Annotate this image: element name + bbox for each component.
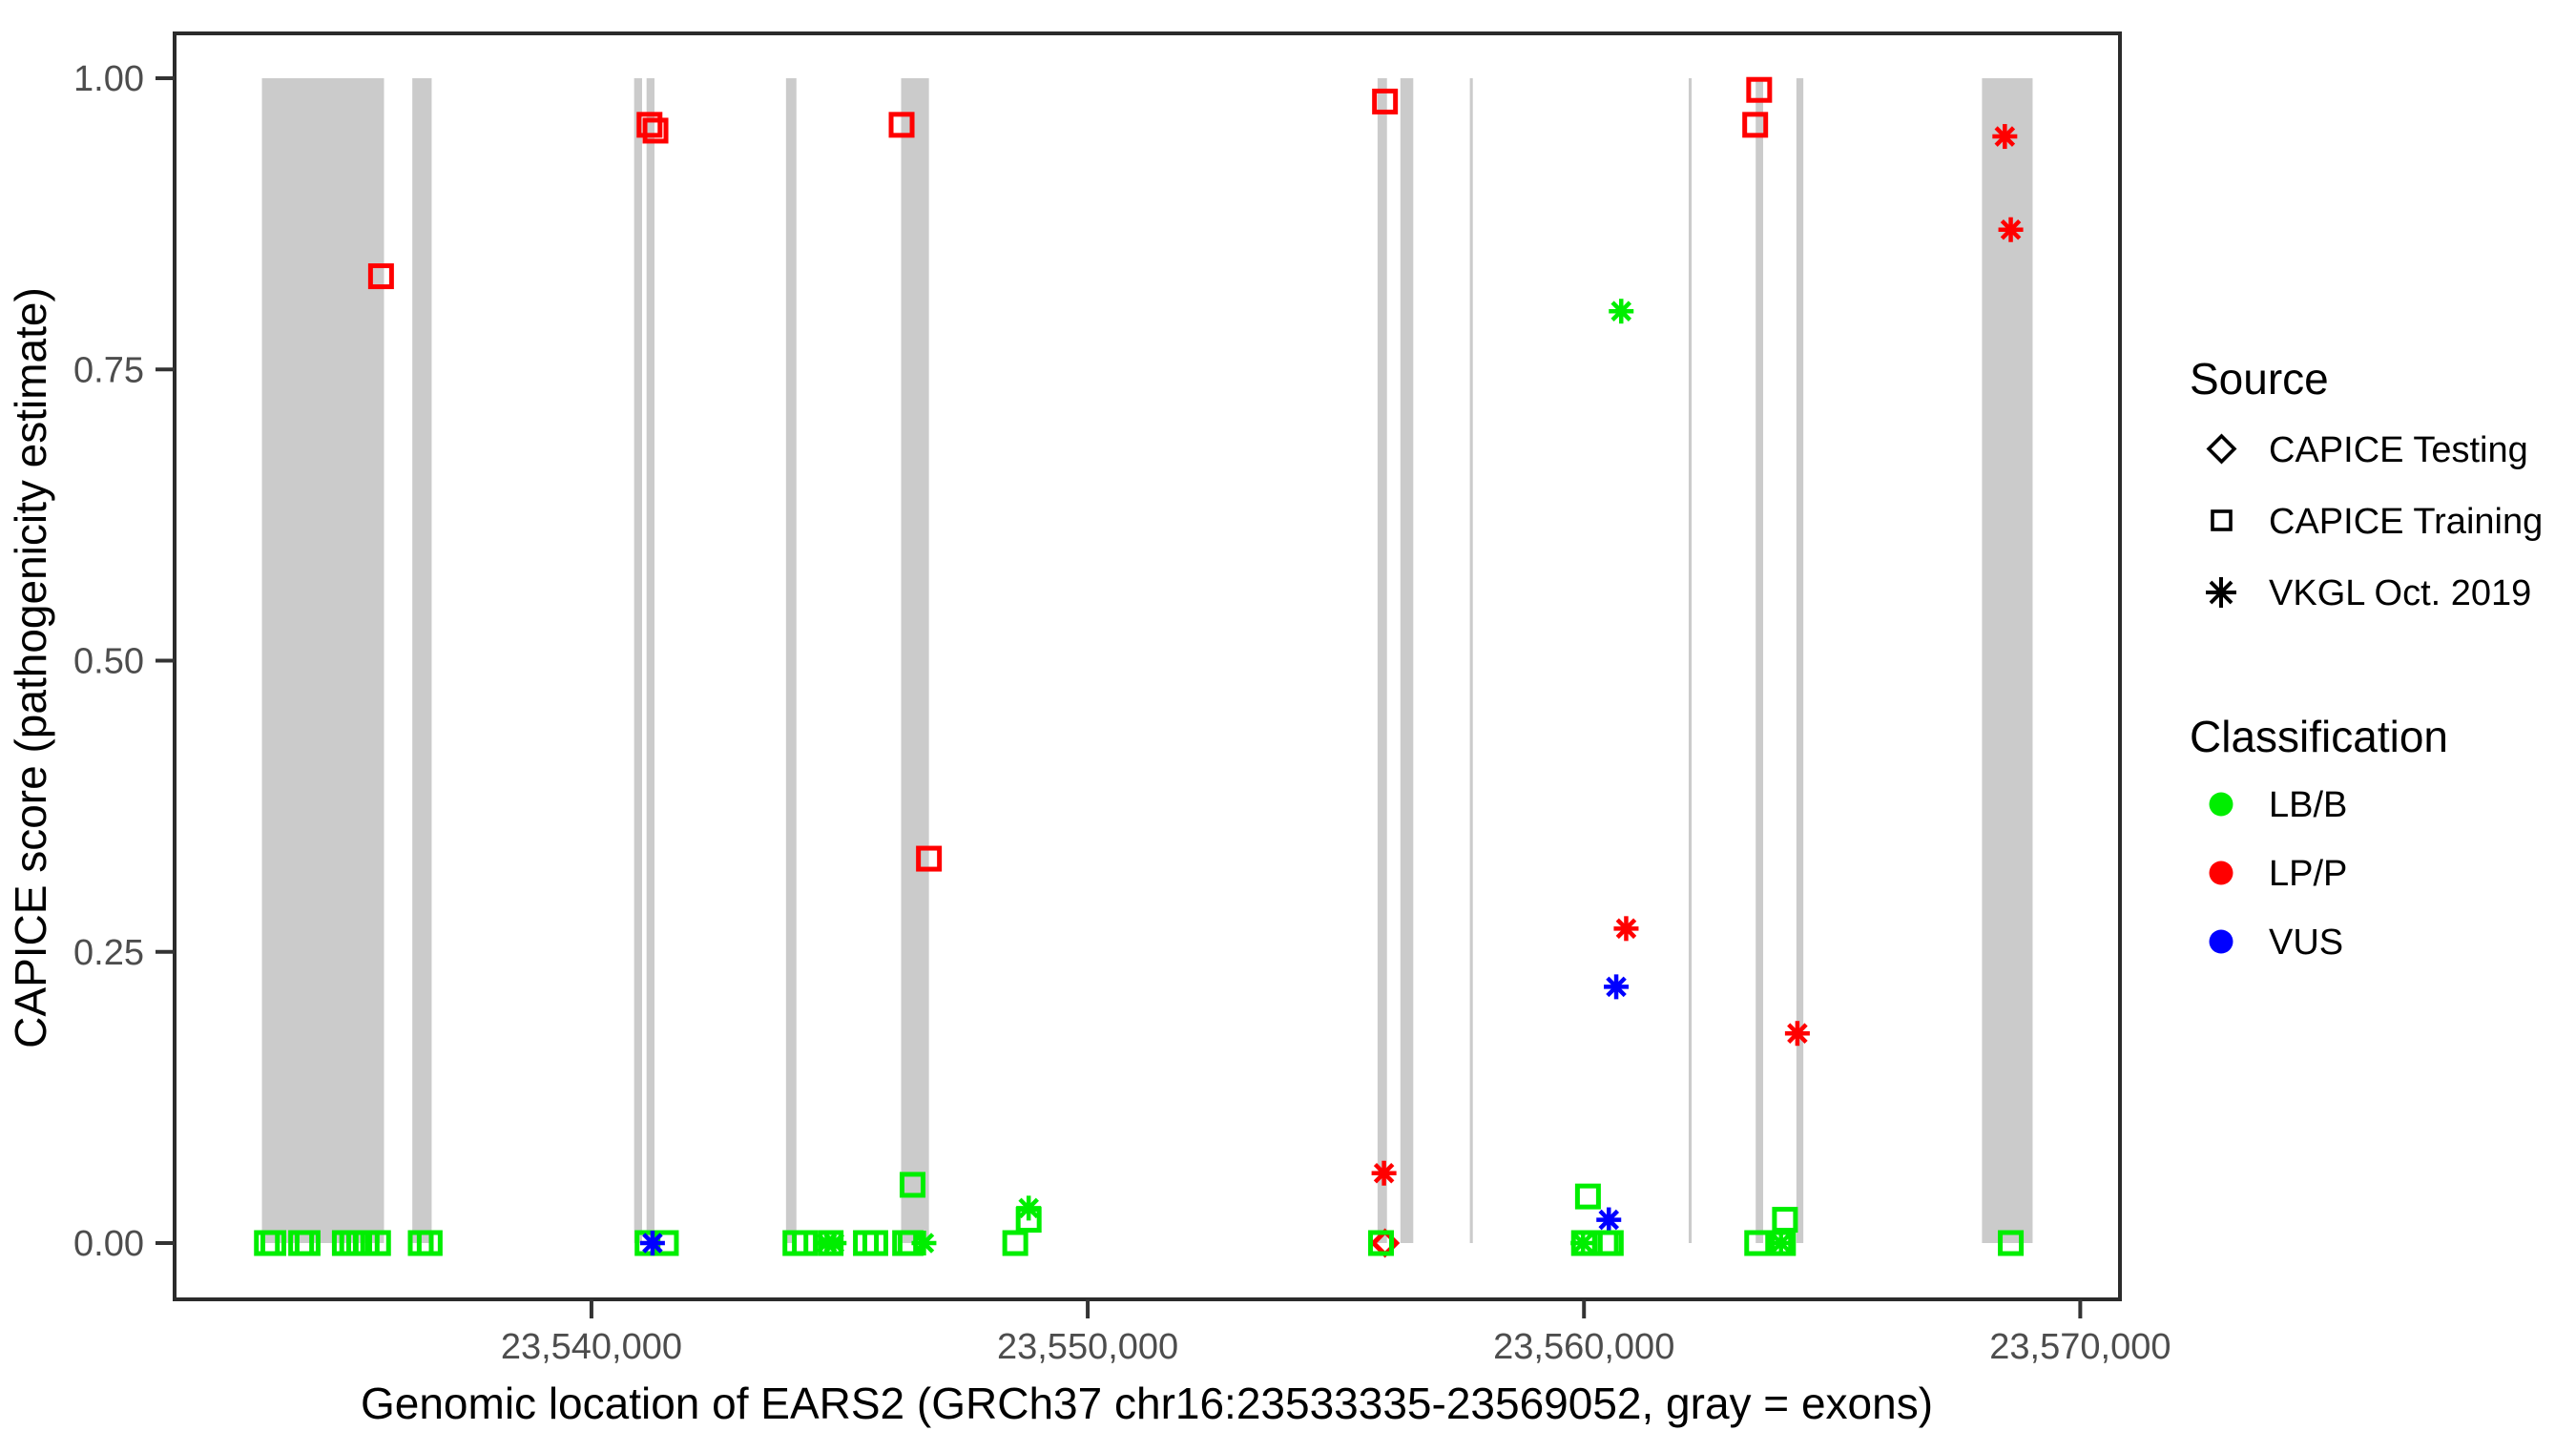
legend-classification: Classification LB/B LP/P VUS [2190,712,2448,963]
axis-ticks-layer: 23,540,000 23,550,000 23,560,000 23,570,000… [73,59,2171,1367]
data-point-square [1742,112,1769,138]
legend-item-lpp: LP/P [2269,854,2347,894]
data-point-asterisk [1768,1231,1794,1255]
y-tick-label: 0.25 [73,933,144,973]
data-point-asterisk [1992,124,2018,150]
data-point-square [636,112,663,138]
data-point-square [862,1230,888,1256]
data-point-square [260,1230,287,1256]
lbb-dot-icon [2209,792,2233,817]
exon-band [1755,78,1764,1243]
data-point-square [1015,1207,1042,1234]
data-point-asterisk [1784,1021,1810,1047]
data-point-square [1746,76,1773,103]
data-point-asterisk [1371,1160,1397,1186]
data-point-square [364,1230,391,1256]
data-point-square [888,112,915,138]
data-point-asterisk [1604,974,1630,1000]
data-point-asterisk [1998,217,2024,242]
data-point-square [899,1172,925,1198]
legend-source: Source CAPICE Testing CAPICE Training VK… [2190,354,2543,613]
data-point-asterisk [1609,299,1634,324]
data-point-square [1998,1230,2025,1256]
data-point-square [1772,1207,1798,1234]
data-point-square [1002,1230,1028,1256]
exon-band [634,78,642,1243]
exon-band [1796,78,1804,1243]
data-point-asterisk [911,1231,937,1255]
y-tick-label: 0.75 [73,350,144,390]
exon-bands-layer [261,78,2033,1243]
y-axis-title: CAPICE score (pathogenicity estimate) [6,287,55,1048]
data-point-asterisk [639,1231,665,1255]
x-tick-label: 23,550,000 [997,1327,1178,1367]
legend-item-vus: VUS [2269,923,2343,963]
exon-band [1688,78,1693,1243]
data-point-square [416,1230,443,1256]
data-point-square [642,117,669,144]
asterisk-icon [2206,577,2236,608]
exon-band [1377,78,1387,1243]
square-icon [2211,509,2233,531]
data-point-square [916,845,943,872]
vus-dot-icon [2209,929,2233,954]
diamond-icon [2206,433,2237,465]
data-point-square [1597,1230,1624,1256]
data-point-asterisk [1613,916,1639,942]
panel-border-layer [173,31,2122,1301]
data-point-square [1574,1183,1601,1210]
y-tick-label: 0.00 [73,1224,144,1264]
y-tick-label: 1.00 [73,59,144,99]
data-point-square [367,263,394,290]
legend-item-vkgl-oct-2019: VKGL Oct. 2019 [2269,573,2531,613]
data-point-square [1372,88,1399,114]
legend-source-title: Source [2190,354,2329,404]
exon-band [785,78,797,1243]
x-tick-label: 23,570,000 [1989,1327,2171,1367]
legend-item-capice-testing: CAPICE Testing [2269,430,2528,470]
lpp-dot-icon [2209,861,2233,885]
exon-band [412,78,432,1243]
legend-item-capice-training: CAPICE Training [2269,502,2543,542]
data-points-layer [254,76,2025,1258]
data-point-square [294,1230,321,1256]
exon-band [1469,78,1473,1243]
exon-band [646,78,654,1243]
exon-band [261,78,384,1243]
y-tick-label: 0.50 [73,642,144,682]
data-point-square [818,1230,844,1256]
legend-classification-title: Classification [2190,712,2448,761]
panel-border [173,31,2122,1301]
x-tick-label: 23,560,000 [1493,1327,1674,1367]
data-point-square [1367,1230,1394,1256]
legend-item-lbb: LB/B [2269,785,2347,825]
data-point-asterisk [1596,1207,1622,1233]
x-axis-title: Genomic location of EARS2 (GRCh37 chr16:… [361,1379,1933,1428]
exon-band [1982,78,2033,1243]
x-tick-label: 23,540,000 [501,1327,682,1367]
exon-band [1400,78,1414,1243]
exon-band [901,78,929,1243]
